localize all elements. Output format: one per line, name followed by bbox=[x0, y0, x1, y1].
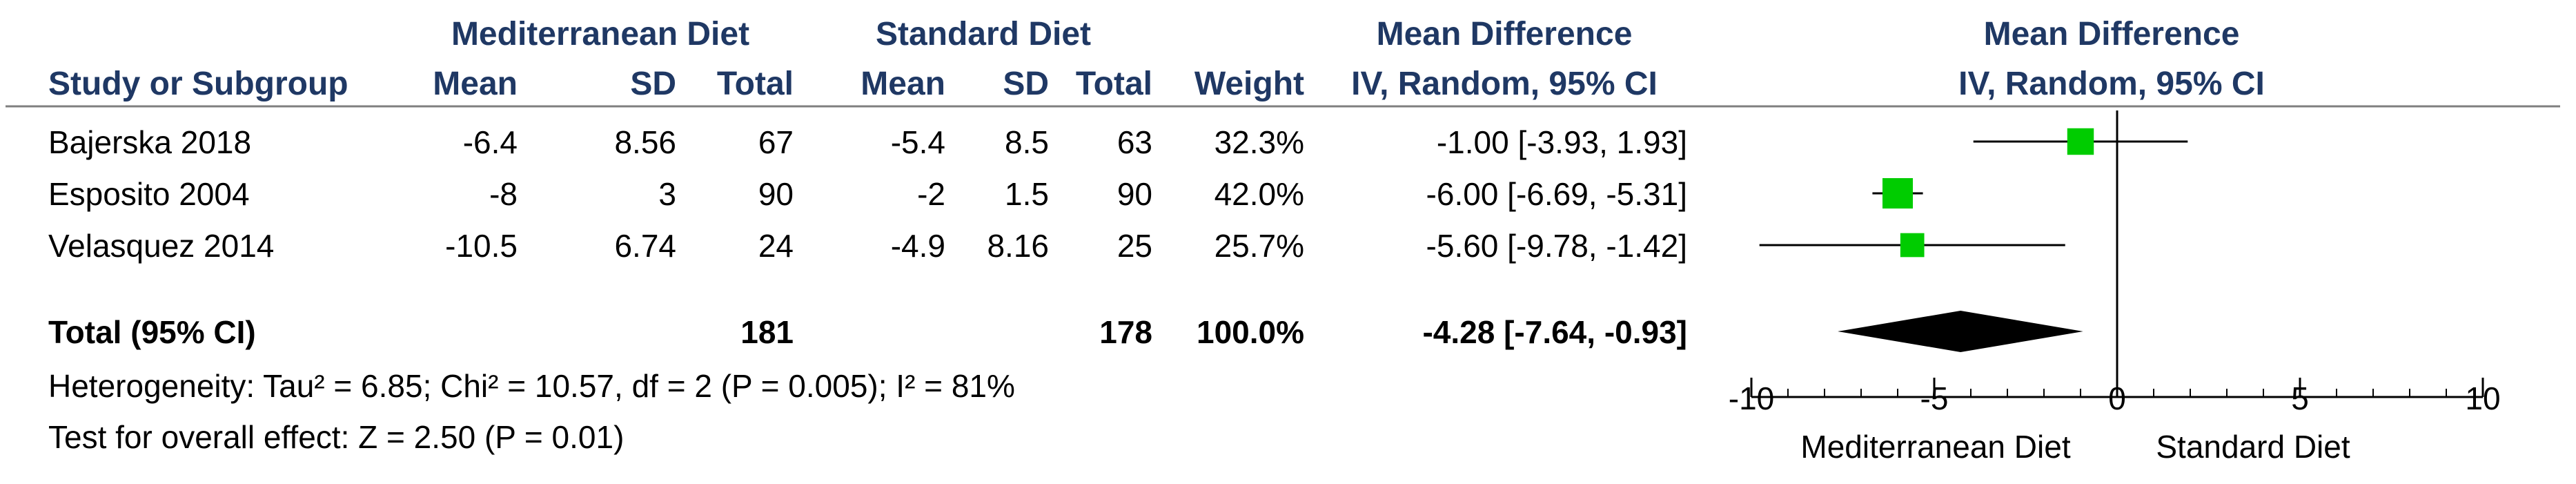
study-square bbox=[1900, 233, 1925, 258]
study-weight: 32.3% bbox=[1214, 124, 1304, 160]
x-tick-label: 10 bbox=[2465, 380, 2500, 416]
study-total1: 90 bbox=[758, 176, 794, 212]
axis-label-right: Standard Diet bbox=[2156, 429, 2350, 465]
study-ci: -5.60 [-9.78, -1.42] bbox=[1426, 228, 1687, 264]
total-n1: 181 bbox=[740, 314, 794, 350]
heterogeneity-text: Heterogeneity: Tau² = 6.85; Chi² = 10.57… bbox=[48, 368, 1015, 404]
study-name: Esposito 2004 bbox=[48, 176, 250, 212]
axis-label-left: Mediterranean Diet bbox=[1800, 429, 2071, 465]
study-mean1: -10.5 bbox=[445, 228, 518, 264]
mean2-header: Mean bbox=[861, 66, 945, 102]
study-sd2: 8.16 bbox=[987, 228, 1049, 264]
total-label: Total (95% CI) bbox=[48, 314, 256, 350]
study-column-header: Study or Subgroup bbox=[48, 66, 348, 102]
study-total2: 90 bbox=[1117, 176, 1152, 212]
study-total2: 63 bbox=[1117, 124, 1152, 160]
sd1-header: SD bbox=[630, 66, 676, 102]
study-name: Bajerska 2018 bbox=[48, 124, 252, 160]
study-ci: -6.00 [-6.69, -5.31] bbox=[1426, 176, 1687, 212]
group1-header: Mediterranean Diet bbox=[451, 16, 750, 52]
study-weight: 25.7% bbox=[1214, 228, 1304, 264]
study-mean1: -8 bbox=[489, 176, 518, 212]
study-weight: 42.0% bbox=[1214, 176, 1304, 212]
md-column-subheader: IV, Random, 95% CI bbox=[1351, 66, 1658, 102]
study-mean2: -2 bbox=[917, 176, 945, 212]
study-sd2: 8.5 bbox=[1005, 124, 1049, 160]
plot-subheader: IV, Random, 95% CI bbox=[1958, 66, 2265, 102]
md-column-header: Mean Difference bbox=[1376, 16, 1633, 52]
study-sd2: 1.5 bbox=[1005, 176, 1049, 212]
x-tick-label: 0 bbox=[2108, 380, 2126, 416]
overall-effect-text: Test for overall effect: Z = 2.50 (P = 0… bbox=[48, 419, 625, 455]
study-square bbox=[1882, 178, 1913, 209]
study-total2: 25 bbox=[1117, 228, 1152, 264]
sd2-header: SD bbox=[1003, 66, 1049, 102]
group2-header: Standard Diet bbox=[875, 16, 1092, 52]
study-total1: 67 bbox=[758, 124, 794, 160]
total1-header: Total bbox=[716, 66, 794, 102]
study-mean2: -5.4 bbox=[890, 124, 945, 160]
x-tick-label: 5 bbox=[2291, 380, 2309, 416]
mean1-header: Mean bbox=[433, 66, 518, 102]
weight-header: Weight bbox=[1194, 66, 1304, 102]
total-n2: 178 bbox=[1099, 314, 1152, 350]
study-name: Velasquez 2014 bbox=[48, 228, 275, 264]
x-tick-label: -10 bbox=[1729, 380, 1774, 416]
plot-header: Mean Difference bbox=[1983, 16, 2240, 52]
study-sd1: 6.74 bbox=[614, 228, 676, 264]
study-mean1: -6.4 bbox=[462, 124, 518, 160]
study-mean2: -4.9 bbox=[890, 228, 945, 264]
pooled-diamond bbox=[1838, 311, 2083, 352]
total-ci: -4.28 [-7.64, -0.93] bbox=[1422, 314, 1687, 350]
x-tick-label: -5 bbox=[1920, 380, 1949, 416]
study-total1: 24 bbox=[758, 228, 794, 264]
study-square bbox=[2067, 128, 2094, 155]
study-sd1: 3 bbox=[658, 176, 676, 212]
total-weight: 100.0% bbox=[1196, 314, 1304, 350]
study-sd1: 8.56 bbox=[614, 124, 676, 160]
study-ci: -1.00 [-3.93, 1.93] bbox=[1436, 124, 1687, 160]
total2-header: Total bbox=[1075, 66, 1152, 102]
